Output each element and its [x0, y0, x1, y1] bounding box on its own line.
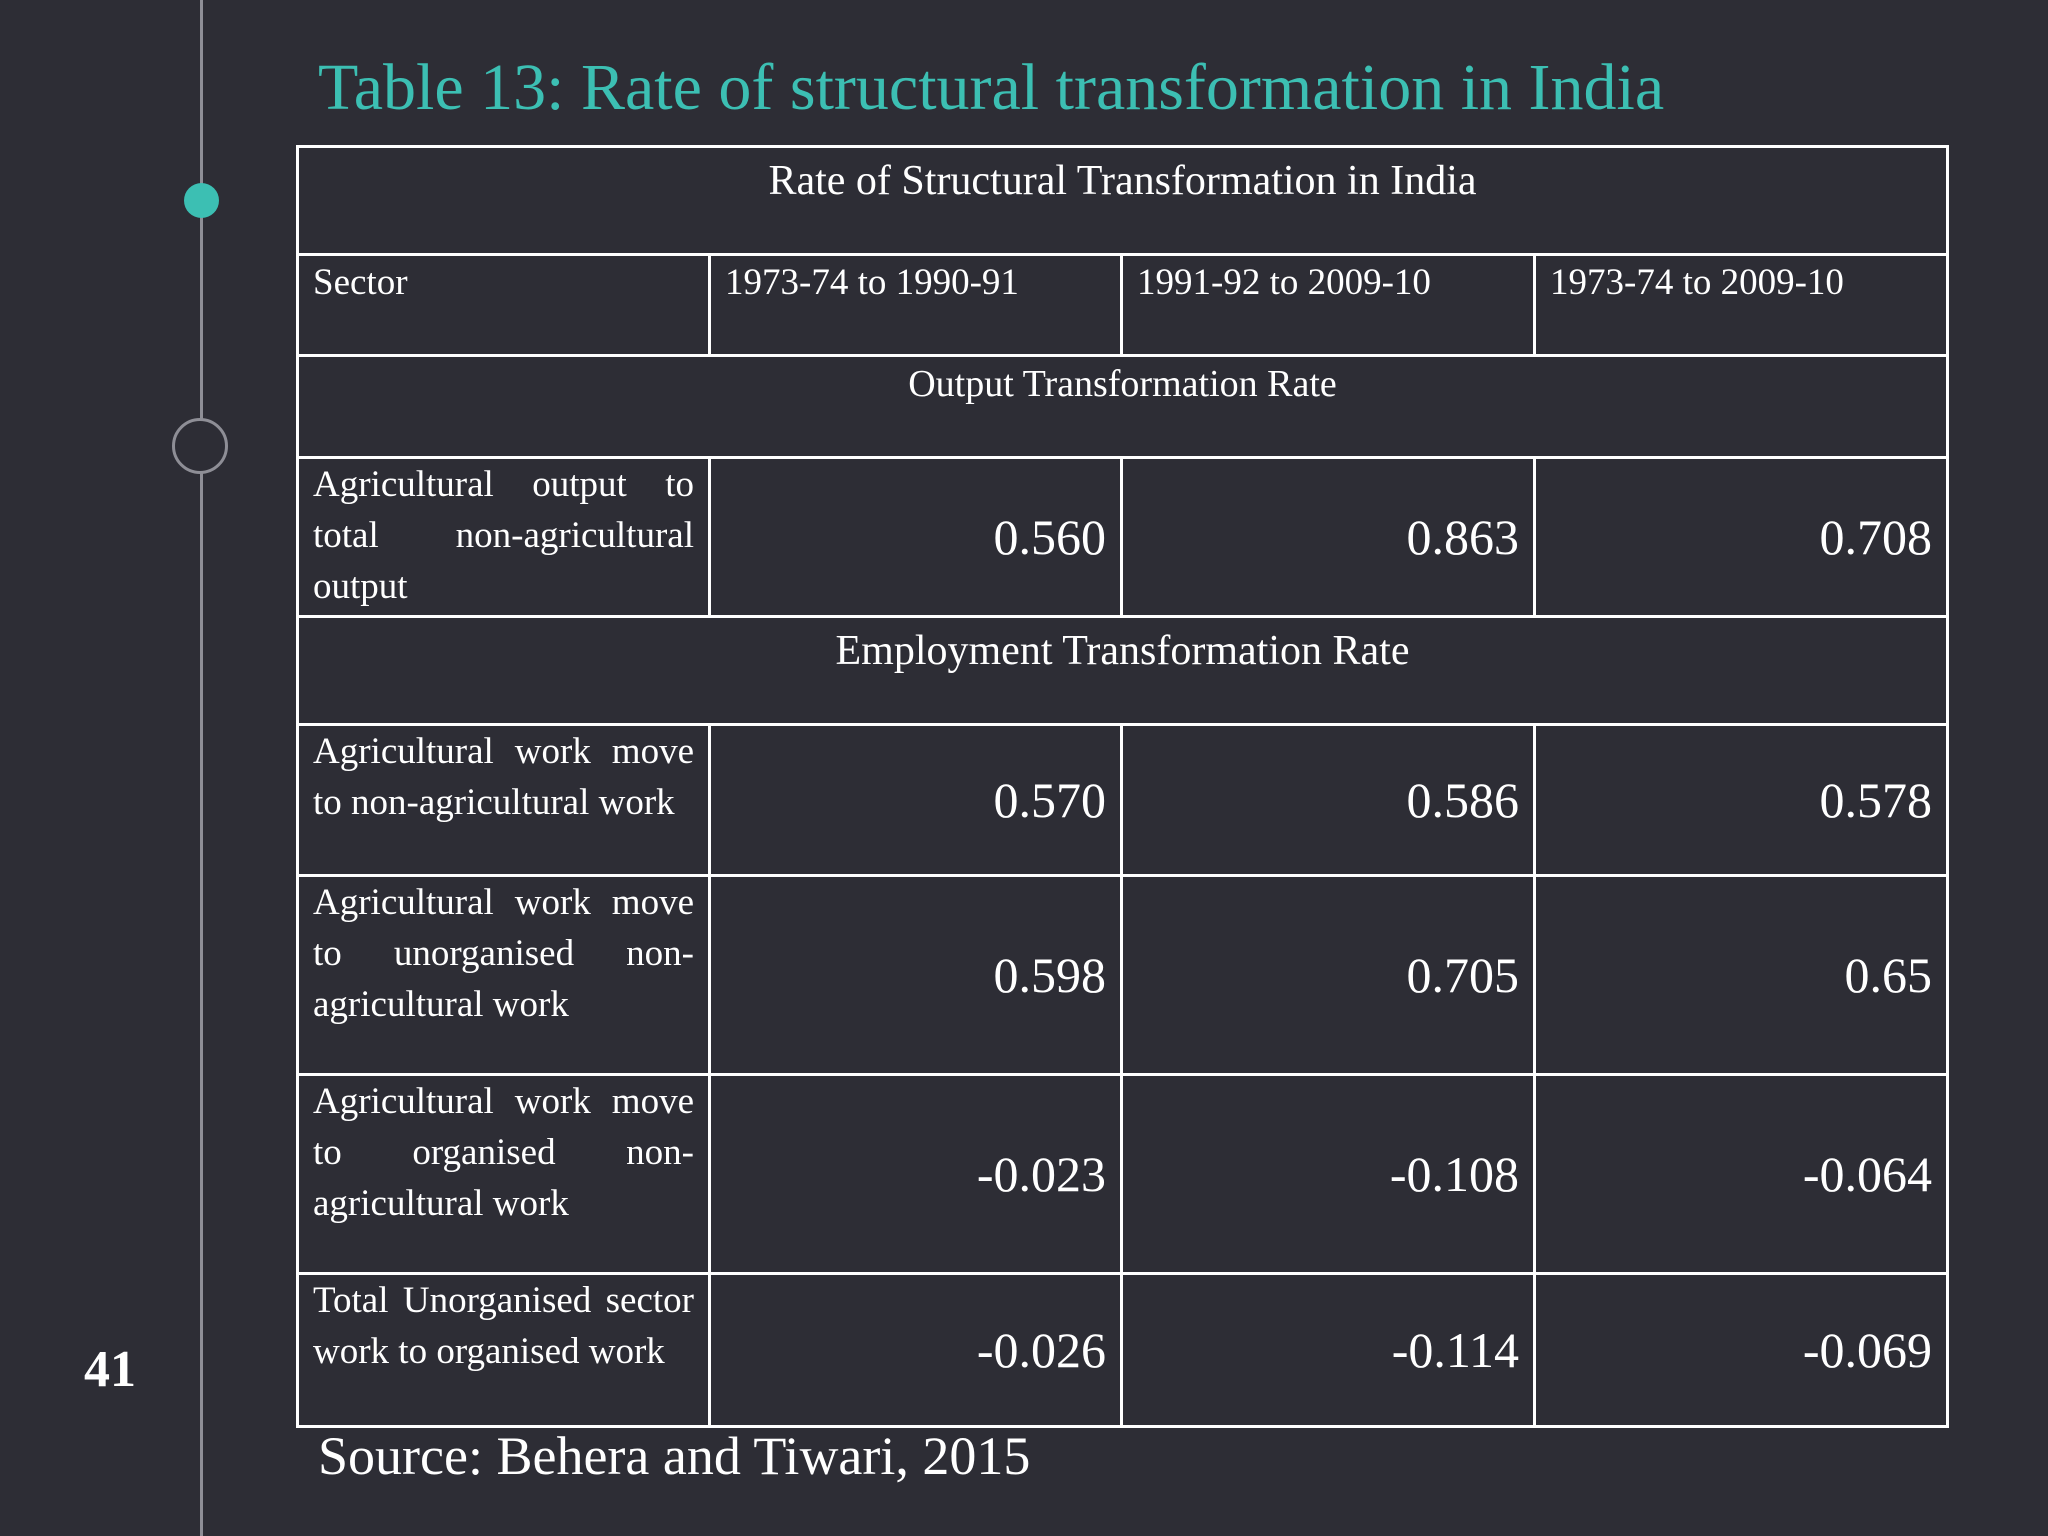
- value-cell: 0.560: [708, 456, 1123, 618]
- table-caption: Rate of Structural Transformation in Ind…: [296, 145, 1949, 256]
- table-row: Agricultural output to total non-agricul…: [296, 456, 1949, 618]
- transformation-table: Rate of Structural Transformation in Ind…: [296, 145, 1949, 1428]
- value-cell: 0.705: [1120, 874, 1536, 1076]
- section-row: Employment Transformation Rate: [296, 615, 1949, 726]
- sector-label: Agricultural work move to unorganised no…: [296, 874, 711, 1076]
- value-cell: 0.708: [1533, 456, 1949, 618]
- slide-title: Table 13: Rate of structural transformat…: [318, 51, 1665, 124]
- value-cell: 0.598: [708, 874, 1123, 1076]
- sector-label: Agricultural work move to non-agricultur…: [296, 723, 711, 877]
- table-caption-row: Rate of Structural Transformation in Ind…: [296, 145, 1949, 256]
- table-row: Agricultural work move to non-agricultur…: [296, 723, 1949, 877]
- value-cell: -0.026: [708, 1272, 1123, 1428]
- value-cell: 0.578: [1533, 723, 1949, 877]
- table-header-row: Sector 1973-74 to 1990-91 1991-92 to 200…: [296, 253, 1949, 357]
- value-cell: 0.65: [1533, 874, 1949, 1076]
- table-row: Agricultural work move to unorganised no…: [296, 874, 1949, 1076]
- table-row: Total Unorganised sector work to organis…: [296, 1272, 1949, 1428]
- sector-label: Total Unorganised sector work to organis…: [296, 1272, 711, 1428]
- section-label-output: Output Transformation Rate: [296, 354, 1949, 459]
- value-cell: 0.863: [1120, 456, 1536, 618]
- value-cell: -0.023: [708, 1073, 1123, 1275]
- section-row: Output Transformation Rate: [296, 354, 1949, 459]
- value-cell: -0.114: [1120, 1272, 1536, 1428]
- header-sector: Sector: [296, 253, 711, 357]
- value-cell: -0.069: [1533, 1272, 1949, 1428]
- timeline-dot-inactive: [172, 418, 228, 474]
- value-cell: -0.064: [1533, 1073, 1949, 1275]
- header-period-3: 1973-74 to 2009-10: [1533, 253, 1949, 357]
- sector-label: Agricultural work move to organised non-…: [296, 1073, 711, 1275]
- value-cell: -0.108: [1120, 1073, 1536, 1275]
- timeline-rail: [200, 0, 203, 1536]
- section-label-employment: Employment Transformation Rate: [296, 615, 1949, 726]
- timeline-dot-active: [184, 183, 219, 218]
- page-number: 41: [84, 1341, 136, 1398]
- value-cell: 0.586: [1120, 723, 1536, 877]
- source-citation: Source: Behera and Tiwari, 2015: [318, 1426, 1031, 1486]
- header-period-1: 1973-74 to 1990-91: [708, 253, 1123, 357]
- header-period-2: 1991-92 to 2009-10: [1120, 253, 1536, 357]
- sector-label: Agricultural output to total non-agricul…: [296, 456, 711, 618]
- table-row: Agricultural work move to organised non-…: [296, 1073, 1949, 1275]
- value-cell: 0.570: [708, 723, 1123, 877]
